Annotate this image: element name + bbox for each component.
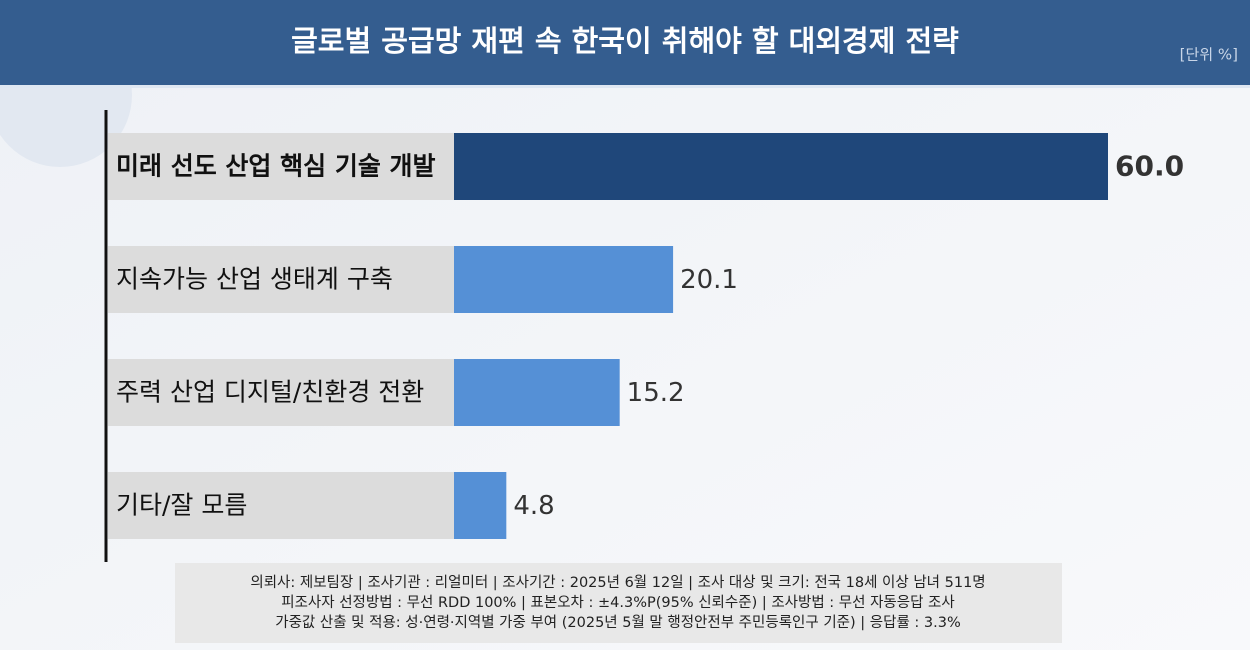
chart-title: 글로벌 공급망 재편 속 한국이 취해야 할 대외경제 전략: [291, 24, 959, 58]
value-label: 15.2: [627, 378, 685, 408]
notes-box: [175, 563, 1062, 643]
category-box: [108, 359, 454, 426]
category-label: 기타/잘 모름: [116, 491, 247, 520]
bar: [454, 359, 620, 426]
bar: [454, 246, 674, 313]
unit-label: [단위 %]: [1180, 46, 1238, 64]
value-label: 4.8: [513, 491, 554, 521]
bar: [454, 133, 1108, 200]
bar: [454, 472, 507, 539]
header: [0, 0, 1250, 85]
category-label: 미래 선도 산업 핵심 기술 개발: [116, 152, 436, 181]
value-label: 20.1: [680, 265, 738, 295]
note-line: 피조사자 선정방법 : 무선 RDD 100% | 표본오차 : ±4.3%P(…: [281, 594, 955, 611]
note-line: 의뢰사: 제보팀장 | 조사기관 : 리얼미터 | 조사기간 : 2025년 6…: [250, 574, 985, 591]
note-line: 가중값 산출 및 적용: 성·연령·지역별 가중 부여 (2025년 5월 말 …: [275, 614, 960, 631]
category-box: [108, 472, 454, 539]
value-label: 60.0: [1115, 150, 1184, 183]
category-box: [108, 133, 454, 200]
category-label: 주력 산업 디지털/친환경 전환: [116, 378, 424, 407]
category-box: [108, 246, 454, 313]
header-rule: [0, 85, 1250, 88]
category-label: 지속가능 산업 생태계 구축: [116, 265, 393, 294]
